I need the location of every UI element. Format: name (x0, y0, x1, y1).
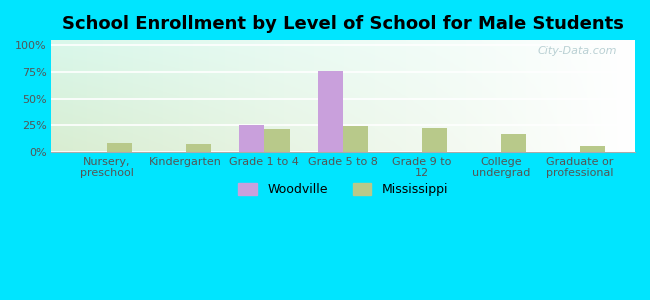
Bar (501, 134, 526, 152)
Bar (422, 128, 447, 152)
Bar (239, 125, 265, 152)
Bar (343, 126, 369, 152)
Bar (107, 143, 132, 152)
Bar (185, 144, 211, 152)
Bar (318, 71, 343, 152)
Legend: Woodville, Mississippi: Woodville, Mississippi (233, 178, 453, 201)
Bar (265, 129, 290, 152)
Title: School Enrollment by Level of School for Male Students: School Enrollment by Level of School for… (62, 15, 624, 33)
Bar (580, 146, 605, 152)
Text: City-Data.com: City-Data.com (538, 46, 617, 56)
